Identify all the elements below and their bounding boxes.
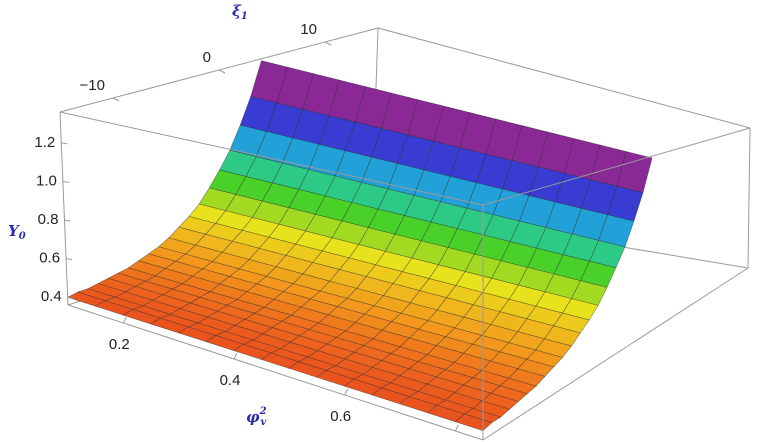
z-tick — [67, 296, 74, 299]
y-tick — [112, 97, 120, 102]
x-axis-label-sup: 2 — [259, 406, 267, 417]
y-axis-label: ξ1 — [232, 2, 248, 22]
box-edge — [747, 127, 751, 269]
y-tick-label: −10 — [80, 77, 105, 94]
y-tick-label: 10 — [300, 21, 317, 38]
x-tick — [344, 388, 349, 396]
box-front — [59, 41, 751, 441]
z-axis-label: Y0 — [8, 222, 26, 242]
y-tick-label: 0 — [203, 49, 211, 66]
x-axis-label: φ2 v — [246, 406, 267, 428]
z-tick-label: 0.6 — [39, 250, 60, 267]
z-tick — [61, 142, 68, 145]
z-tick-label: 1.0 — [36, 172, 57, 189]
box-edge — [482, 127, 751, 206]
x-tick — [454, 424, 459, 432]
box-edge — [377, 27, 751, 129]
x-axis-label-base: φ — [246, 408, 260, 426]
y-axis-label-base: ξ — [232, 2, 242, 20]
y-axis-label-sub: 1 — [241, 11, 248, 22]
y-tick — [324, 41, 332, 46]
x-tick-label: 0.2 — [109, 336, 130, 353]
x-tick-label: 0.4 — [220, 372, 241, 389]
surface — [66, 60, 653, 431]
x-tick — [122, 316, 127, 324]
z-axis-label-base: Y — [8, 222, 20, 240]
z-tick — [62, 180, 69, 183]
labels: Y0 ξ1 φ2v 0.40.60.81.01.20.20.40.60.8−10… — [8, 2, 351, 428]
box-edge — [67, 304, 484, 441]
box-edge — [482, 267, 749, 441]
x-tick — [233, 352, 238, 360]
y-tick — [218, 69, 226, 74]
box-edge — [59, 111, 69, 306]
x-axis-label-sub: v — [261, 417, 267, 428]
z-tick-label: 1.2 — [34, 134, 55, 151]
z-tick-label: 0.4 — [41, 288, 62, 305]
z-tick-label: 0.8 — [38, 211, 59, 228]
box-edge — [59, 111, 484, 206]
z-tick — [64, 219, 71, 222]
z-axis-label-sub: 0 — [19, 231, 26, 242]
z-tick — [65, 258, 73, 261]
x-tick-label: 0.6 — [330, 408, 351, 425]
